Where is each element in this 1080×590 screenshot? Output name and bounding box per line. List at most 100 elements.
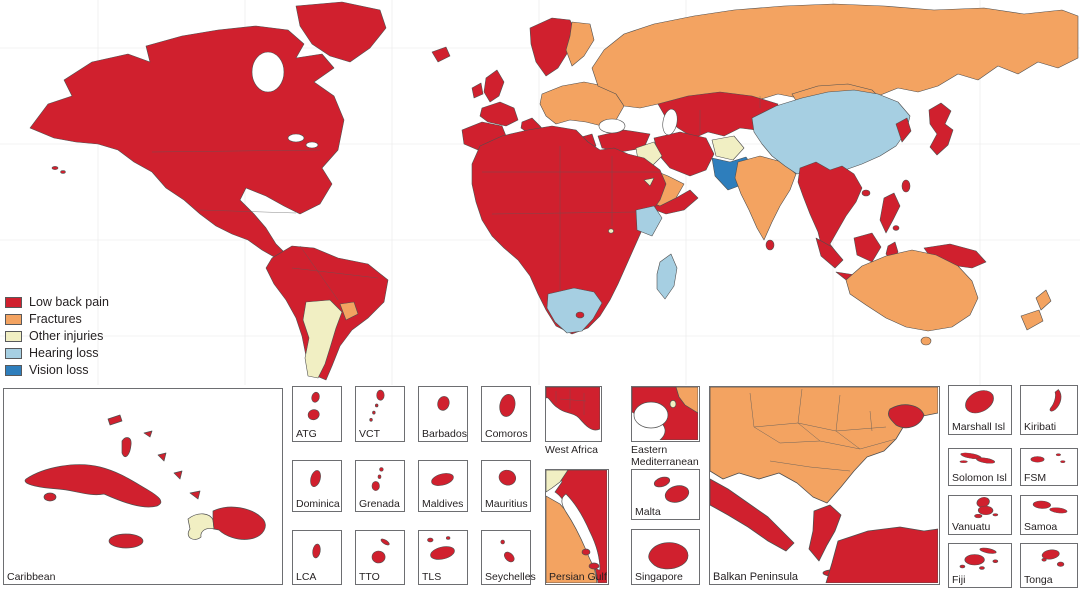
region-qatar <box>581 548 591 556</box>
region-gulf-iraq <box>546 470 569 493</box>
region-borneo <box>853 232 882 263</box>
inset-label-persian-gulf: Persian Gulf <box>549 571 607 583</box>
legend-swatch-other-injuries <box>5 331 22 342</box>
region-afghanistan <box>711 135 745 161</box>
region-fiji <box>979 566 985 570</box>
region-hawaii <box>60 170 66 174</box>
region-fsm <box>1030 456 1045 463</box>
region-south-africa <box>546 287 603 334</box>
singapore-map <box>648 542 689 570</box>
region-tasmania <box>920 336 932 346</box>
tls-map <box>427 536 455 560</box>
great-lake <box>305 141 319 149</box>
legend-swatch-hearing-loss <box>5 348 22 359</box>
inset-eastern-mediterranean <box>631 386 700 442</box>
inset-maldives: Maldives <box>418 460 468 512</box>
vanuatu-map <box>974 497 999 519</box>
inset-balkan: Balkan Peninsula <box>709 386 940 585</box>
region-bahamas-3 <box>143 430 153 438</box>
region-taiwan <box>901 179 911 193</box>
region-singapore <box>648 542 689 570</box>
region-atg <box>311 391 320 403</box>
region-bahamas-5 <box>173 470 183 480</box>
inset-label-seychelles: Seychelles <box>485 571 536 583</box>
region-burundi <box>608 228 614 234</box>
region-uk <box>483 69 505 103</box>
region-gozo <box>653 476 671 488</box>
seychelles-map <box>500 539 515 563</box>
region-fiji <box>964 554 985 566</box>
region-uruguay <box>339 301 359 321</box>
inset-tonga: Tonga <box>1020 543 1078 588</box>
inset-label-samoa: Samoa <box>1024 521 1058 533</box>
region-argentina <box>302 299 343 379</box>
legend-label-vision-loss: Vision loss <box>29 363 89 377</box>
inset-label-malta: Malta <box>635 506 661 518</box>
eastern-mediterranean-map <box>632 387 698 440</box>
region-vanuatu <box>974 513 983 519</box>
fsm-map <box>1030 453 1066 463</box>
country-borders <box>151 96 761 301</box>
region-seychelles <box>504 551 515 563</box>
region-greenland <box>295 1 387 63</box>
inset-singapore: Singapore <box>631 529 700 585</box>
region-isle-of-youth <box>43 492 57 502</box>
region-kiribati <box>1049 389 1062 412</box>
inset-mauritius: Mauritius <box>481 460 531 512</box>
region-se-asia <box>797 161 863 259</box>
inset-label-balkan: Balkan Peninsula <box>713 571 799 583</box>
atg-map <box>307 391 320 421</box>
region-philippines-south <box>892 225 900 231</box>
region-iceland <box>431 46 451 63</box>
region-barbados <box>437 396 450 411</box>
region-finland <box>565 21 595 67</box>
inset-label-solomon: Solomon Isl <box>952 472 1007 484</box>
region-vanuatu <box>977 505 994 515</box>
lca-map <box>312 543 321 559</box>
inset-grenada: Grenada <box>355 460 405 512</box>
region-hawaii <box>51 166 59 170</box>
great-lake <box>287 133 305 143</box>
region-bahamas-4 <box>157 452 167 462</box>
inset-caribbean: Caribbean <box>3 388 283 585</box>
region-fsm <box>1060 460 1066 463</box>
inset-label-tonga: Tonga <box>1024 574 1053 586</box>
balkan-map <box>710 387 938 583</box>
region-france <box>479 101 519 127</box>
region-dominican-republic <box>212 506 266 540</box>
region-grenada <box>377 474 382 479</box>
inset-label-west-africa: West Africa <box>545 444 598 456</box>
mauritius-map <box>498 469 517 486</box>
legend-label-hearing-loss: Hearing loss <box>29 346 99 360</box>
inset-malta: Malta <box>631 469 700 520</box>
region-grenada <box>379 467 384 472</box>
inset-label-caribbean: Caribbean <box>7 571 56 583</box>
region-africa <box>471 125 667 335</box>
balkan-borders <box>749 388 897 472</box>
region-west-africa <box>546 387 600 431</box>
inset-label-comoros: Comoros <box>485 428 528 440</box>
malta-map <box>653 476 690 503</box>
legend-label-low-back-pain: Low back pain <box>29 295 109 309</box>
inset-vct: VCT <box>355 386 405 442</box>
landmasses <box>29 1 1079 381</box>
inset-seychelles: Seychelles <box>481 530 536 585</box>
region-fiji <box>959 564 966 569</box>
inset-samoa: Samoa <box>1020 495 1078 535</box>
region-maldives <box>431 473 454 486</box>
caribbean-map <box>24 414 266 549</box>
region-madagascar <box>656 253 678 300</box>
region-japan <box>928 102 954 156</box>
region-bahamas-2 <box>107 414 123 426</box>
inset-label-grenada: Grenada <box>359 498 400 510</box>
region-tto <box>380 538 390 546</box>
barbados-map <box>437 396 450 411</box>
inset-fsm: FSM <box>1020 448 1078 486</box>
tto-map <box>371 538 390 564</box>
region-hainan <box>861 189 871 197</box>
region-turks <box>189 490 201 500</box>
region-comoros <box>499 394 516 417</box>
region-china <box>751 89 911 175</box>
legend-item-low-back-pain: Low back pain <box>5 296 109 309</box>
